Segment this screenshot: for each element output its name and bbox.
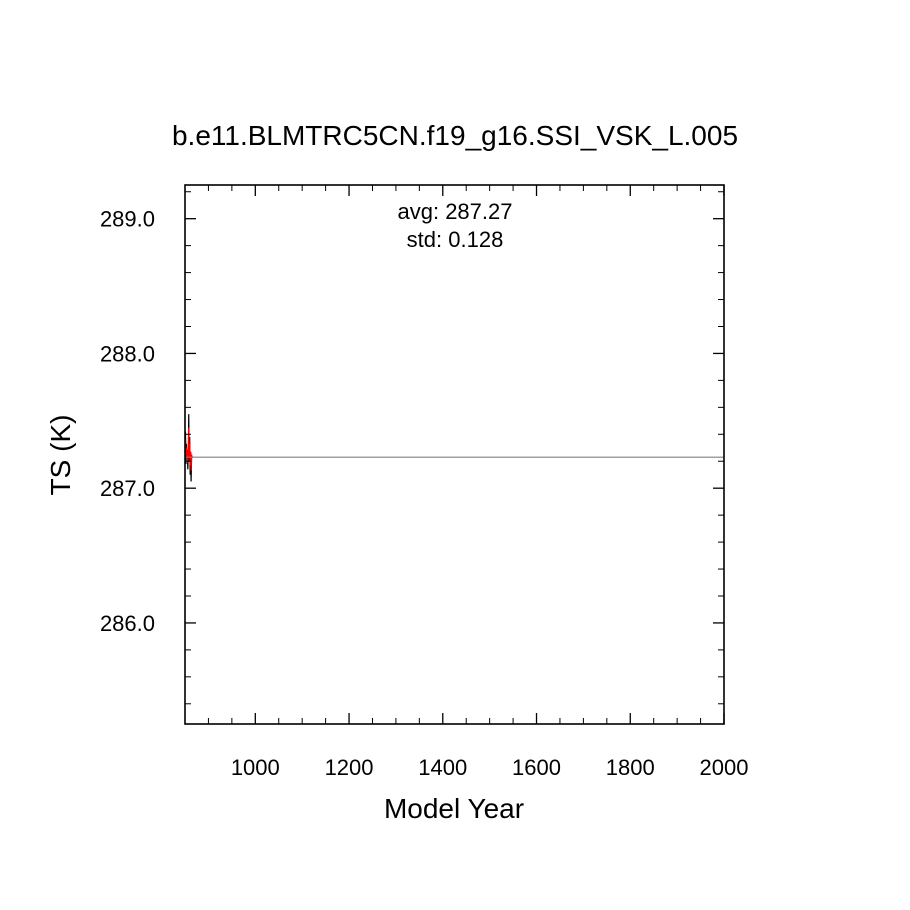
chart-title: b.e11.BLMTRC5CN.f19_g16.SSI_VSK_L.005 <box>172 120 738 151</box>
std-annotation: std: 0.128 <box>407 227 504 252</box>
plot-frame <box>184 184 725 725</box>
x-tick-label: 1800 <box>606 755 655 780</box>
x-tick-label: 1400 <box>418 755 467 780</box>
x-tick-label: 1600 <box>512 755 561 780</box>
y-tick-label: 289.0 <box>100 207 155 232</box>
y-axis-label: TS (K) <box>45 415 76 496</box>
y-tick-label: 287.0 <box>100 476 155 501</box>
plot-layer: 1000 1200 1400 1600 1800 2000 286.0 287.0 288.0 2… <box>100 184 749 780</box>
y-tick-label: 286.0 <box>100 611 155 636</box>
avg-annotation: avg: 287.27 <box>398 199 513 224</box>
x-tick-label: 1200 <box>325 755 374 780</box>
x-axis-label: Model Year <box>384 793 524 824</box>
y-tick-label: 288.0 <box>100 341 155 366</box>
x-tick-label: 2000 <box>700 755 749 780</box>
x-tick-label: 1000 <box>231 755 280 780</box>
